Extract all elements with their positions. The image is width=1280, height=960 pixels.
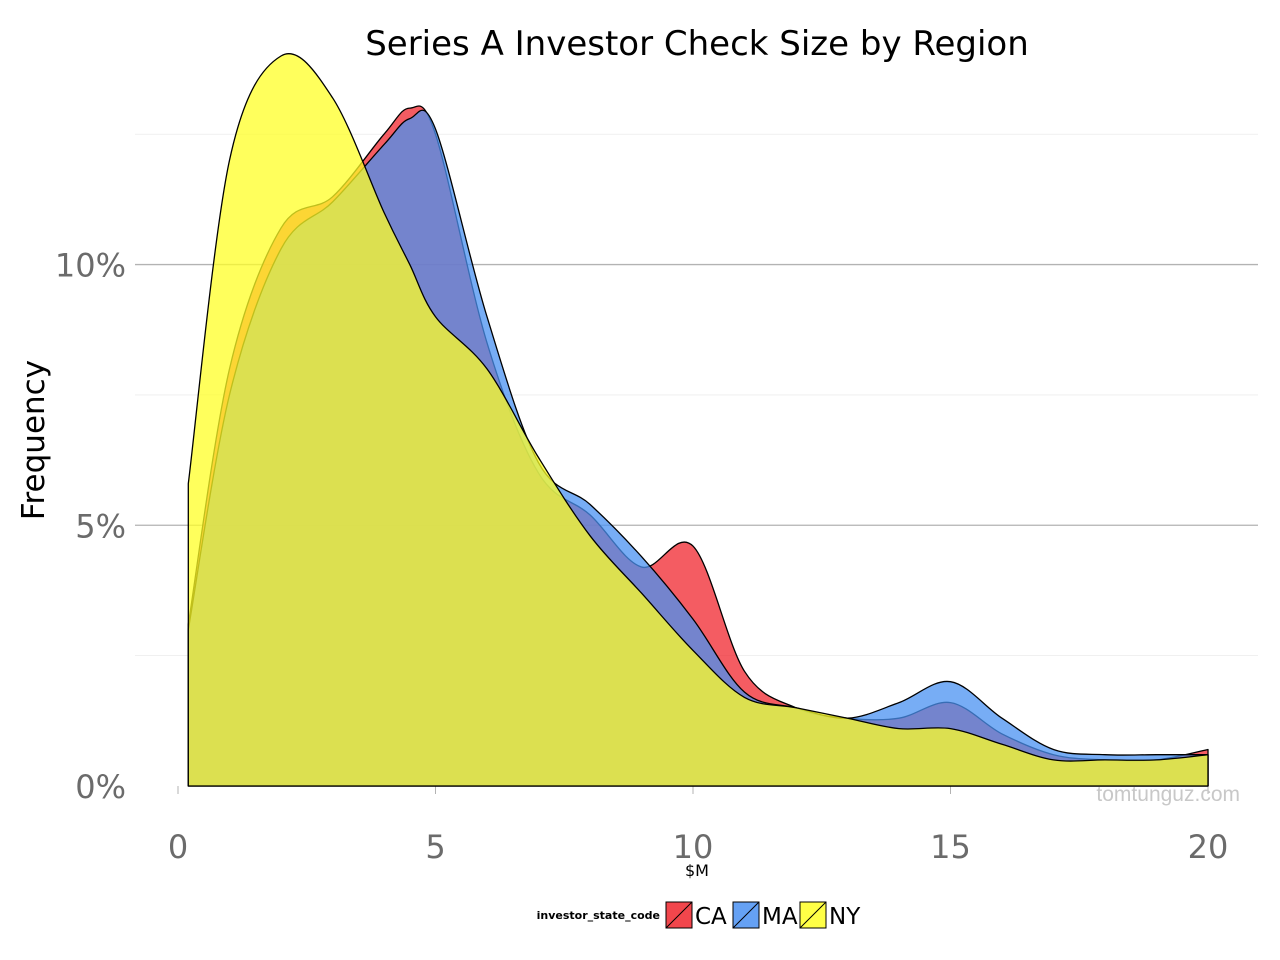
legend-swatch-slash xyxy=(665,901,693,929)
y-tick-label: 5% xyxy=(75,507,126,545)
legend-title: investor_state_code xyxy=(537,909,660,922)
legend-label: CA xyxy=(695,904,727,930)
legend: investor_state_code CA MA NY xyxy=(537,901,861,930)
x-tick-label: 5 xyxy=(425,828,445,866)
x-tick-label: 20 xyxy=(1188,828,1229,866)
area-ny xyxy=(187,53,1209,787)
legend-label: NY xyxy=(829,904,861,930)
x-tick-label: 10 xyxy=(673,828,714,866)
legend-label: MA xyxy=(762,904,798,930)
x-tick-label: 15 xyxy=(930,828,971,866)
x-tick-labels: 0 5 10 15 20 xyxy=(168,828,1229,866)
legend-item-ca: CA xyxy=(665,901,727,930)
x-tick-label: 0 xyxy=(168,828,188,866)
y-tick-label: 10% xyxy=(55,247,126,285)
density-areas xyxy=(187,53,1209,787)
legend-swatch-slash xyxy=(799,901,827,929)
legend-item-ma: MA xyxy=(732,901,798,930)
x-axis-label: $M xyxy=(685,861,709,880)
legend-swatch-slash xyxy=(732,901,760,929)
y-tick-labels: 0% 5% 10% xyxy=(55,247,126,806)
legend-item-ny: NY xyxy=(799,901,861,930)
watermark: tomtunguz.com xyxy=(1096,783,1240,806)
chart-title: Series A Investor Check Size by Region xyxy=(365,24,1029,64)
y-tick-label: 0% xyxy=(75,768,126,806)
y-axis-label: Frequency xyxy=(16,360,52,520)
